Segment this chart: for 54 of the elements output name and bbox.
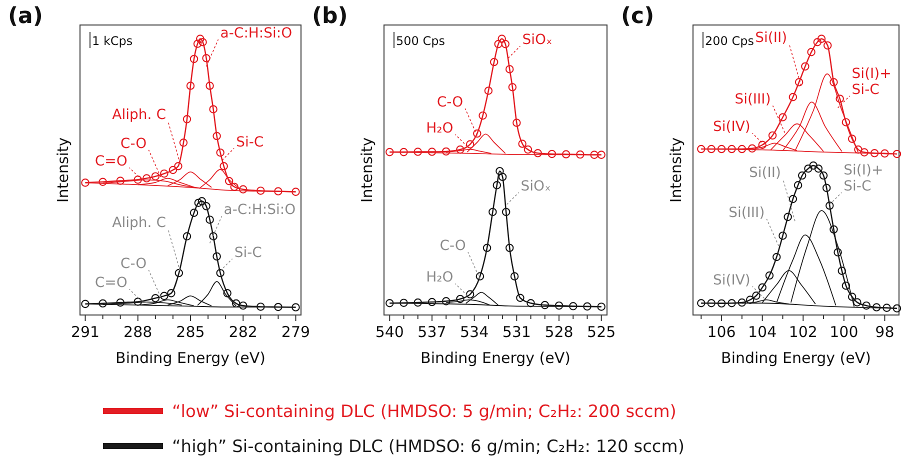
annotation: SiOₓ (522, 32, 552, 48)
annotation: a-C:H:Si:O (224, 202, 296, 218)
annotation: Si(II) (749, 165, 781, 182)
annotation: Si(II) (755, 30, 788, 46)
annotation: 1 kCps (92, 34, 133, 48)
annotation: Si(IV) (712, 272, 750, 288)
x-tick-label: 291 (70, 323, 100, 341)
y-axis-title: Intensity (54, 137, 72, 203)
annotation: 200 Cps (705, 34, 754, 48)
x-axis-title: Binding Energy (eV) (116, 349, 266, 367)
annotation: Si(III) (734, 92, 771, 108)
annotation: SiOₓ (520, 178, 551, 195)
x-tick-label: 98 (875, 323, 894, 341)
x-tick-label: 540 (375, 323, 404, 341)
y-axis-title: Intensity (358, 137, 376, 203)
annotation: a-C:H:Si:O (220, 25, 292, 42)
annotation: C-O (436, 94, 464, 110)
x-tick-label: 534 (460, 323, 489, 341)
annotation: C=O (94, 154, 128, 170)
annotation: 500 Cps (396, 34, 445, 48)
x-axis-title: Binding Energy (eV) (420, 349, 570, 367)
chart-title: (b) (312, 4, 348, 29)
annotation: Si(IV) (712, 119, 750, 136)
x-axis-title: Binding Energy (eV) (721, 349, 871, 367)
annotation: C-O (120, 136, 147, 152)
x-tick-label: 100 (830, 323, 858, 341)
annotation: C=O (94, 275, 128, 292)
annotation: H₂O (426, 270, 454, 286)
annotation: Aliph. C (112, 214, 166, 231)
annotation: H₂O (426, 120, 454, 137)
annotation: Aliph. C (112, 107, 166, 124)
y-axis-title: Intensity (667, 137, 685, 203)
x-tick-label: 525 (587, 323, 616, 341)
legend-label: “high” Si-containing DLC (HMDSO: 6 g/min; C₂H₂: 120 sccm) (172, 437, 684, 457)
x-tick-label: 528 (544, 323, 574, 341)
x-tick-label: 106 (707, 323, 736, 341)
x-tick-label: 285 (176, 323, 205, 341)
x-tick-label: 288 (124, 323, 152, 341)
x-tick-label: 104 (748, 323, 777, 341)
annotation: Si-C (236, 134, 264, 150)
x-tick-label: 102 (788, 323, 818, 341)
annotation: C-O (120, 256, 147, 272)
x-tick-label: 531 (502, 323, 531, 341)
annotation: Si(I)+ Si-C (844, 162, 884, 195)
x-tick-label: 279 (281, 323, 310, 341)
annotation: Si-C (234, 244, 262, 261)
x-tick-label: 537 (418, 323, 446, 341)
annotation: C-O (440, 238, 466, 254)
annotation: Si(I)+ Si-C (852, 66, 892, 98)
annotation: Si(III) (728, 204, 765, 221)
x-tick-label: 282 (228, 323, 258, 341)
legend-label: “low” Si-containing DLC (HMDSO: 5 g/min; C₂H₂: 200 sccm) (172, 402, 676, 422)
chart-title: (a) (8, 4, 43, 29)
chart-title: (c) (621, 4, 654, 29)
